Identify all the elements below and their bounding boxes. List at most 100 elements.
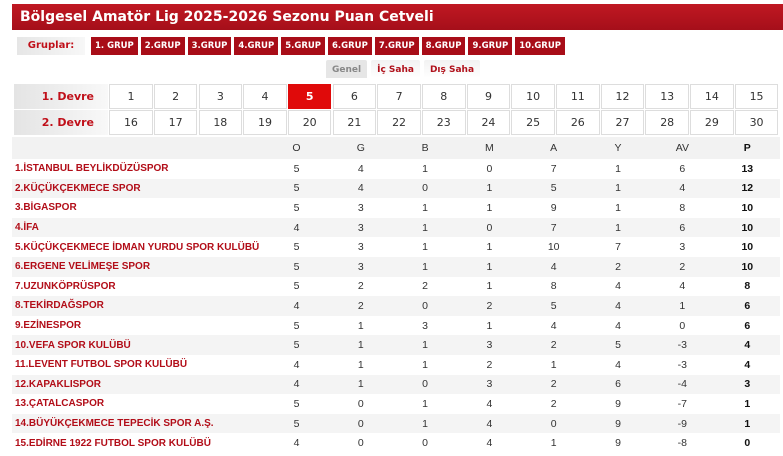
team-link[interactable]: 3.BİGASPOR [15,202,77,214]
week-button[interactable]: 13 [645,84,689,109]
week-button[interactable]: 25 [511,110,555,135]
group-button[interactable]: 8.GRUP [421,37,466,55]
group-button[interactable]: 10.GRUP [515,37,565,55]
week-button[interactable]: 9 [466,84,511,109]
team-link[interactable]: 2.KÜÇÜKÇEKMECE SPOR [12,178,265,199]
week-button[interactable]: 30 [734,110,779,135]
week-button[interactable]: 20 [287,110,332,135]
tab-dis-saha[interactable]: Dış Saha [423,60,481,78]
week-button[interactable]: 26 [556,110,600,135]
stat-cell: 5 [293,162,300,175]
tab-genel[interactable]: Genel [326,60,368,78]
stat-cell: 1 [585,217,651,238]
group-button[interactable]: 6.GRUP [328,37,372,55]
team-link[interactable]: 5.KÜÇÜKÇEKMECE İDMAN YURDU SPOR KULÜBÜ [15,241,260,253]
stat-cell: 5 [521,296,586,316]
table-row: 11.LEVENT FUTBOL SPOR KULÜBÜ 4 1 1 2 1 4 -3 4 [12,355,780,375]
week-button[interactable]: 10 [511,84,555,109]
week-button[interactable]: 17 [153,110,198,135]
week-button[interactable]: 12 [600,84,645,109]
team-link[interactable]: 12.KAPAKLISPOR [12,374,265,395]
table-row: 14.BÜYÜKÇEKMECE TEPECİK SPOR A.Ş. 5 0 1 4 0 9-… [12,413,780,434]
stat-cell: 0 [392,296,458,316]
stat-cell: -4 [650,374,715,395]
stat-cell: 2 [357,280,364,293]
stat-cell: 4 [486,397,493,410]
venue-tabs: Genel İç Saha Dış Saha [326,60,481,78]
team-link[interactable]: 1.İSTANBUL BEYLİKDÜZÜSPOR [15,163,169,175]
table-row: 15.EDİRNE 1922 FUTBOL SPOR KULÜBÜ 4 0 0 4 1 9 -… [12,433,780,453]
stat-cell: 2 [328,296,393,316]
stat-cell: 0 [328,413,393,434]
week-button[interactable]: 28 [645,110,689,135]
week-button[interactable]: 18 [198,110,243,135]
week-button[interactable]: 14 [690,84,734,109]
week-button[interactable]: 11 [556,84,600,109]
stat-cell: 13 [741,162,754,175]
page-title: Bölgesel Amatör Lig 2025-2026 Sezonu Pua… [12,4,783,30]
team-link[interactable]: 13.ÇATALCASPOR [15,398,105,410]
week-button[interactable]: 29 [690,110,734,135]
week-button[interactable]: 22 [377,110,421,135]
group-button[interactable]: 5.GRUP [281,37,326,55]
stat-cell: 1 [422,201,428,214]
week-button[interactable]: 23 [422,110,466,135]
tab-ic-saha[interactable]: İç Saha [371,60,420,78]
group-button[interactable]: 3.GRUP [187,37,232,55]
week-button[interactable]: 16 [109,110,153,135]
week-button[interactable]: 8 [422,84,466,109]
week-button[interactable]: 24 [466,110,511,135]
group-button[interactable]: 4.GRUP [234,37,279,55]
team-link[interactable]: 7.UZUNKÖPRÜSPOR [15,280,116,292]
stat-cell: 4 [550,319,557,332]
stat-cell: 1 [486,319,493,332]
team-link[interactable]: 15.EDİRNE 1922 FUTBOL SPOR KULÜBÜ [15,437,211,449]
group-button[interactable]: 9.GRUP [468,37,513,55]
group-button[interactable]: 7.GRUP [374,37,419,55]
stat-cell: 4 [293,437,300,450]
team-link[interactable]: 11.LEVENT FUTBOL SPOR KULÜBÜ [15,359,188,371]
team-link[interactable]: 10.VEFA SPOR KULÜBÜ [12,335,265,355]
stat-cell: 9 [615,437,621,450]
week-button[interactable]: 1 [109,84,153,109]
week-button[interactable]: 15 [734,84,779,109]
week-button[interactable]: 4 [243,84,287,109]
stat-cell: 4 [679,280,686,293]
stat-cell: 4 [293,358,300,371]
stat-cell: 6 [650,217,715,238]
stat-cell: 1 [550,437,557,450]
group-button[interactable]: 2.GRUP [140,37,185,55]
stat-cell: 4 [457,413,522,434]
stat-cell: 0 [357,397,364,410]
stat-cell: 2 [650,256,715,277]
table-row: 8.TEKİRDAĞSPOR 4 2 0 2 5 4 1 6 [12,296,780,316]
week-button[interactable]: 21 [332,110,377,135]
team-link[interactable]: 8.TEKİRDAĞSPOR [12,296,265,316]
groups-label: Gruplar: [17,37,85,55]
table-row: 4.İFA 4 3 1 0 7 1 6 10 [12,217,780,238]
team-link[interactable]: 9.EZİNESPOR [15,320,82,332]
group-button[interactable]: 1. GRUP [91,37,138,55]
week-button[interactable]: 19 [243,110,287,135]
week-button[interactable]: 27 [600,110,645,135]
week-button[interactable]: 7 [377,84,421,109]
team-link[interactable]: 14.BÜYÜKÇEKMECE TEPECİK SPOR A.Ş. [12,413,265,434]
stat-cell: 2 [585,256,651,277]
stat-cell: -9 [650,413,715,434]
stat-cell: 4 [615,319,621,332]
stat-cell: 10 [547,241,560,254]
stat-cell: 10 [714,217,780,238]
group-selector: Gruplar: 1. GRUP 2.GRUP 3.GRUP 4.GRUP 5.GRUP… [17,37,565,55]
team-link[interactable]: 4.İFA [12,217,265,238]
stat-cell: 8 [550,280,557,293]
stat-cell: 1 [392,335,458,355]
week-button[interactable]: 5 [287,84,332,109]
team-link[interactable]: 6.ERGENE VELİMEŞE SPOR [12,256,265,277]
column-header: B [392,137,458,159]
week-button[interactable]: 2 [153,84,198,109]
week-button[interactable]: 6 [332,84,377,109]
week-button[interactable]: 3 [198,84,243,109]
stat-cell: 4 [521,256,586,277]
stat-cell: 3 [357,241,364,254]
stat-cell: 6 [679,162,686,175]
